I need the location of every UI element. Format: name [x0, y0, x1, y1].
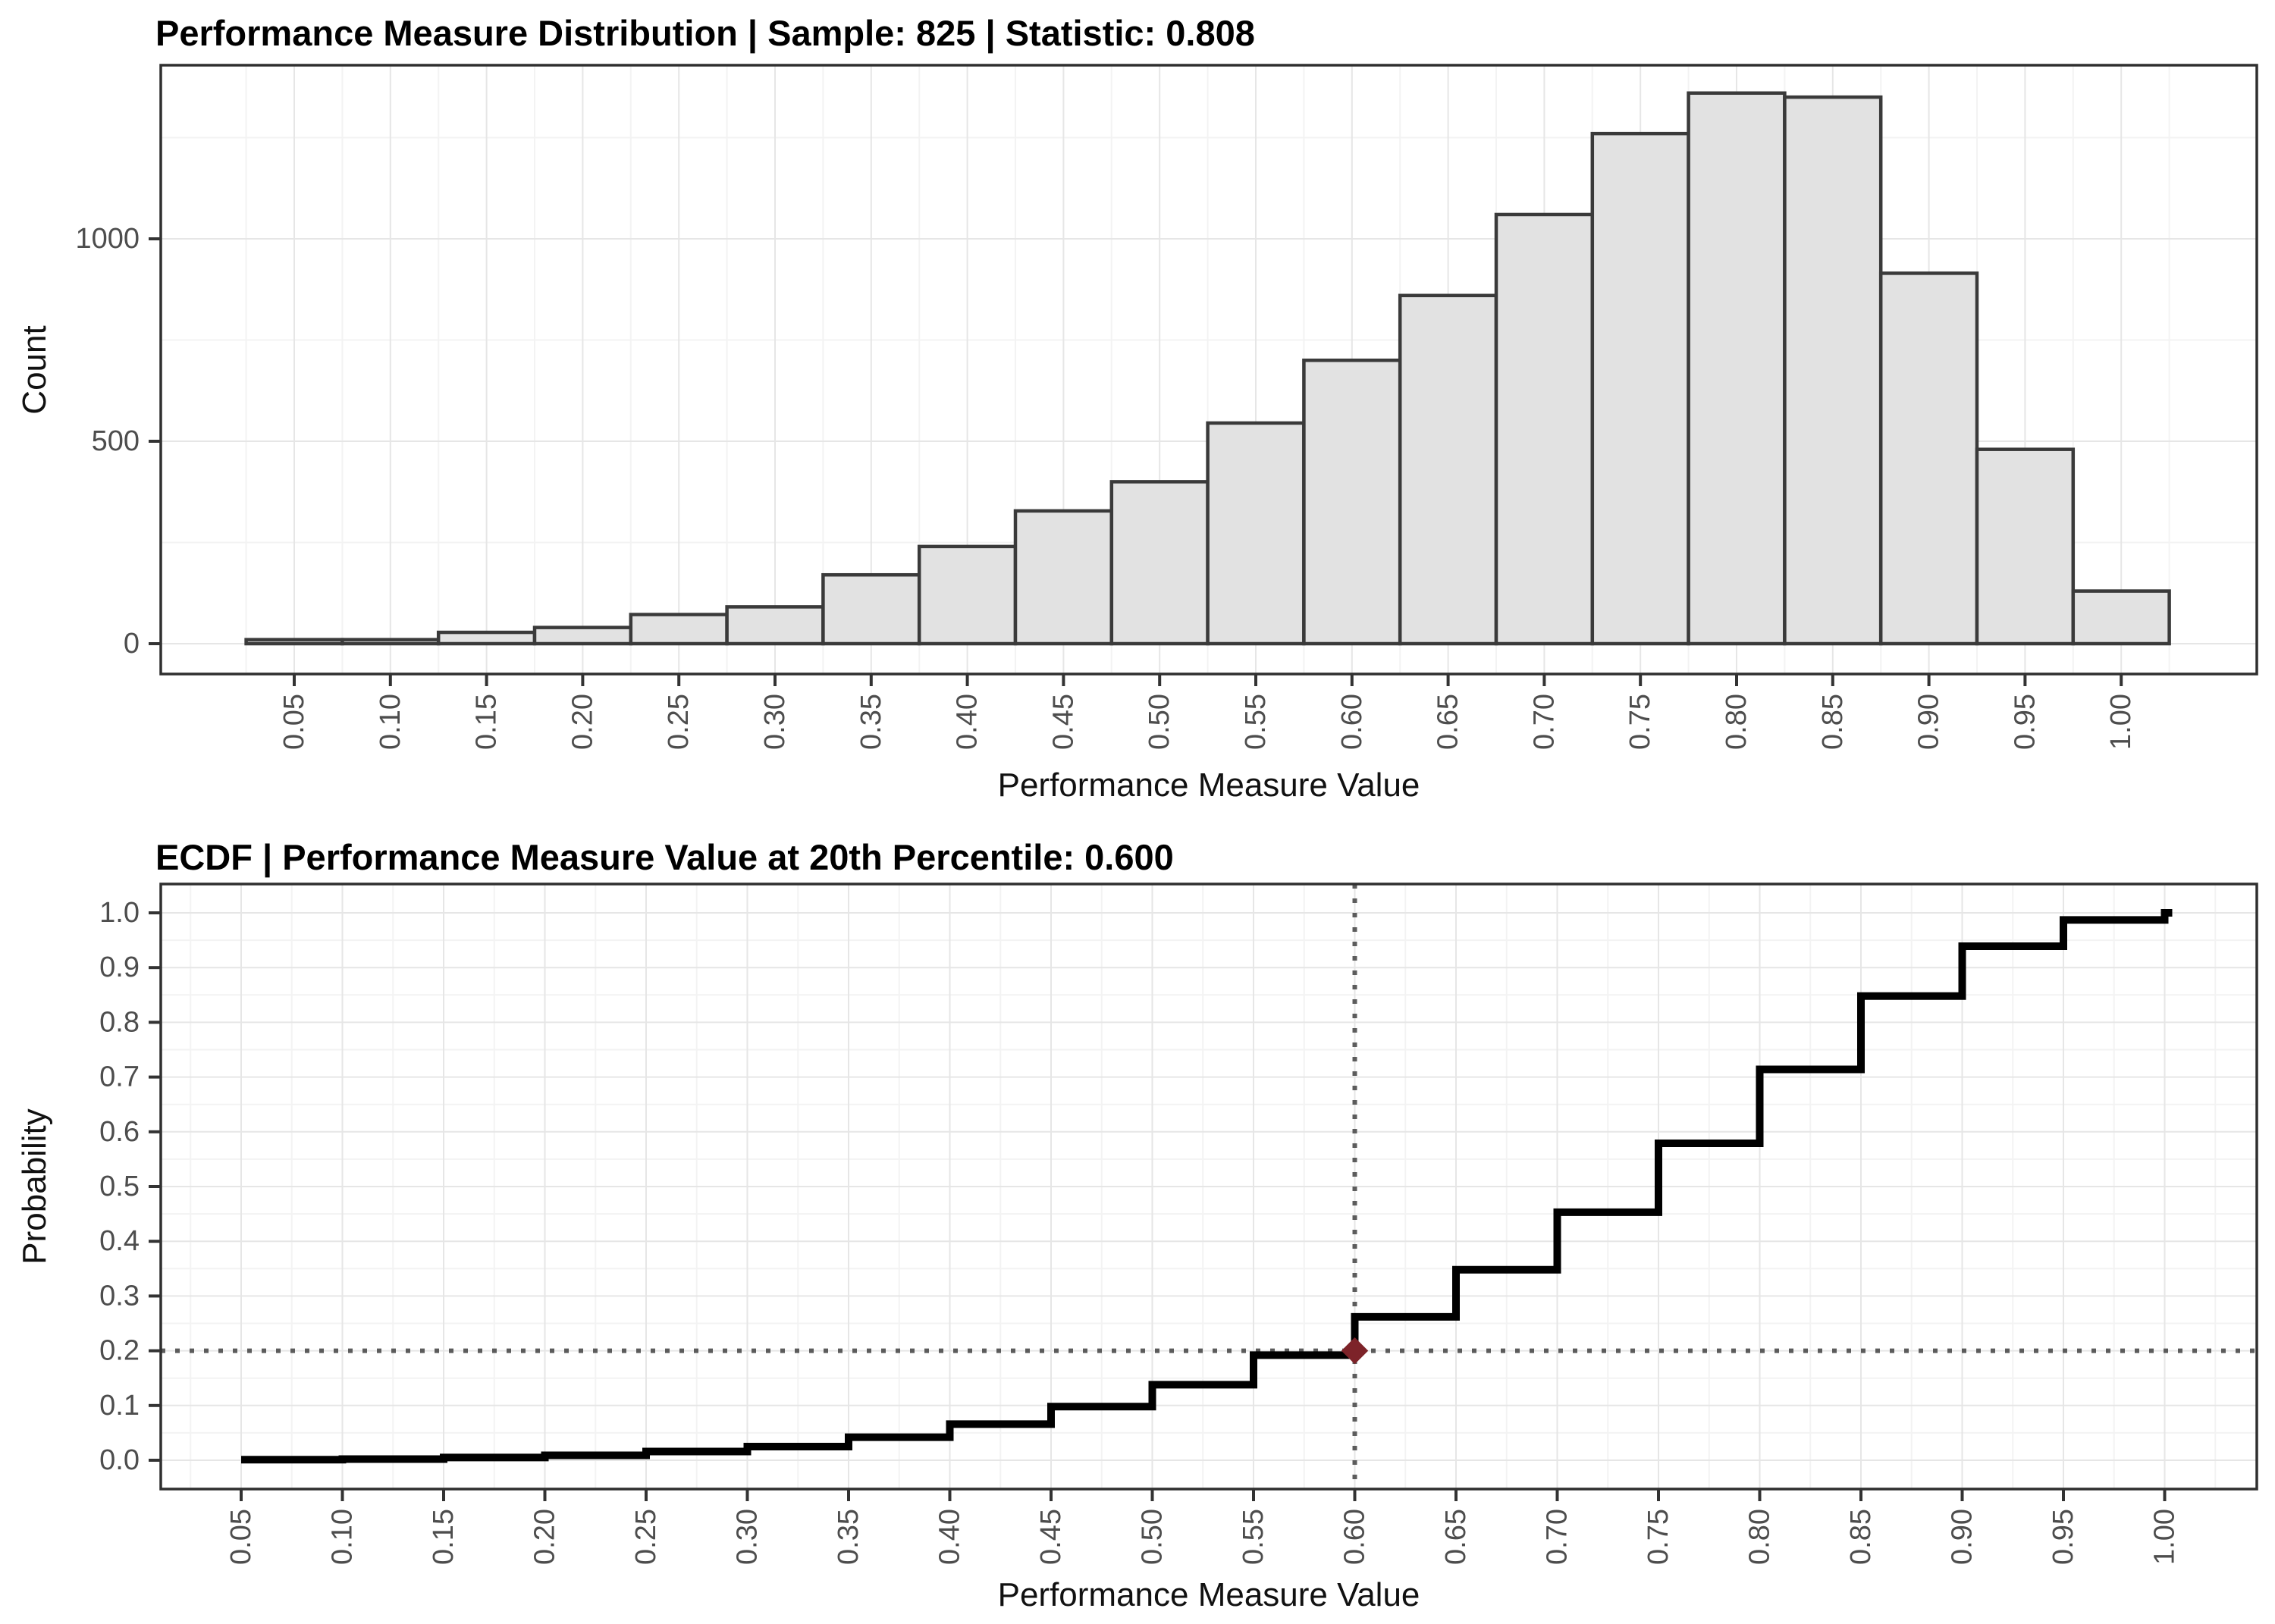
histogram-bars [244, 91, 2171, 646]
histogram-x-tick-label: 0.55 [1240, 694, 1272, 750]
histogram-x-tick-label: 0.35 [855, 694, 887, 750]
ecdf-x-tick-label: 0.75 [1643, 1509, 1674, 1565]
histogram-bar [1109, 480, 1210, 646]
histogram-bar [340, 638, 441, 646]
ecdf-y-tick-label: 0.6 [99, 1116, 140, 1148]
histogram-x-tick-label: 0.75 [1624, 694, 1656, 750]
histogram-y-tick-label: 0 [124, 628, 140, 660]
histogram-x-tick-label: 0.45 [1047, 694, 1079, 750]
histogram-x-tick-label: 0.70 [1528, 694, 1560, 750]
ecdf-y-tick-label: 0.1 [99, 1390, 140, 1422]
ecdf-plot: 0.05 0.10 0.15 0.20 0.25 0.30 0.35 0.40 0.45 0.50… [99, 883, 2258, 1565]
histogram-bar [917, 544, 1018, 646]
histogram-bar [1302, 358, 1402, 646]
histogram-bar [1975, 447, 2076, 646]
ecdf-axes: 0.05 0.10 0.15 0.20 0.25 0.30 0.35 0.40 0.45 0.50… [99, 897, 2180, 1565]
percentile-point-diamond [1341, 1337, 1369, 1365]
ecdf-y-tick-label: 0.3 [99, 1280, 140, 1312]
histogram-bar [1687, 91, 1787, 646]
histogram-plot: 0.05 0.10 0.15 0.20 0.25 0.30 0.35 0.40 0.45 0.50… [75, 64, 2258, 750]
ecdf-y-tick-label: 0.5 [99, 1171, 140, 1202]
ecdf-x-tick-label: 0.60 [1339, 1509, 1371, 1565]
histogram-title: Performance Measure Distribution | Sampl… [155, 13, 1255, 53]
ecdf-y-tick-label: 0.2 [99, 1335, 140, 1367]
histogram-bar [821, 572, 921, 646]
ecdf-x-tick-label: 0.65 [1440, 1509, 1472, 1565]
histogram-x-tick-label: 0.65 [1432, 694, 1464, 750]
histogram-x-tick-label: 0.85 [1817, 694, 1849, 750]
ecdf-y-tick-label: 0.7 [99, 1061, 140, 1093]
histogram-bar [244, 638, 344, 646]
ecdf-y-tick-label: 0.4 [99, 1225, 140, 1257]
histogram-axes: 0.05 0.10 0.15 0.20 0.25 0.30 0.35 0.40 0.45 0.50… [75, 223, 2137, 750]
histogram-bar [1878, 271, 1979, 646]
histogram-bar [725, 605, 825, 646]
histogram-x-tick-label: 0.15 [471, 694, 503, 750]
histogram-x-tick-label: 0.40 [952, 694, 984, 750]
ecdf-x-tick-label: 0.45 [1035, 1509, 1067, 1565]
ecdf-x-tick-label: 0.20 [529, 1509, 561, 1565]
histogram-bar [2071, 589, 2171, 646]
histogram-x-tick-label: 0.50 [1144, 694, 1175, 750]
ecdf-x-tick-label: 0.40 [934, 1509, 966, 1565]
ecdf-x-tick-label: 0.55 [1238, 1509, 1269, 1565]
histogram-x-tick-label: 0.90 [1913, 694, 1945, 750]
ecdf-x-tick-label: 0.50 [1137, 1509, 1169, 1565]
ecdf-x-tick-label: 0.95 [2048, 1509, 2079, 1565]
histogram-x-tick-label: 0.25 [663, 694, 695, 750]
ecdf-x-tick-label: 0.05 [225, 1509, 257, 1565]
histogram-bar [436, 630, 537, 646]
histogram-x-tick-label: 0.05 [278, 694, 310, 750]
ecdf-x-tick-label: 0.15 [428, 1509, 460, 1565]
ecdf-x-tick-label: 0.70 [1542, 1509, 1574, 1565]
histogram-x-tick-label: 0.20 [566, 694, 598, 750]
ecdf-x-axis-title: Performance Measure Value [997, 1576, 1420, 1613]
histogram-x-tick-label: 0.95 [2009, 694, 2041, 750]
histogram-y-tick-label: 500 [92, 425, 140, 457]
histogram-bar [1013, 509, 1114, 646]
histogram-bar [1494, 212, 1595, 646]
ecdf-y-tick-label: 1.0 [99, 897, 140, 929]
ecdf-step-line [241, 909, 2173, 1464]
histogram-bar [1783, 95, 1883, 646]
histogram-x-tick-label: 0.80 [1721, 694, 1753, 750]
ecdf-x-tick-label: 0.10 [327, 1509, 359, 1565]
ecdf-x-tick-label: 0.85 [1845, 1509, 1877, 1565]
ecdf-x-tick-label: 1.00 [2149, 1509, 2181, 1565]
histogram-bar [629, 613, 729, 646]
ecdf-x-tick-label: 0.90 [1947, 1509, 1978, 1565]
ecdf-y-tick-label: 0.8 [99, 1006, 140, 1038]
ecdf-x-tick-label: 0.25 [630, 1509, 662, 1565]
histogram-panel-border [159, 64, 2258, 676]
histogram-bar [1590, 131, 1690, 646]
ecdf-x-tick-label: 0.35 [833, 1509, 864, 1565]
histogram-x-tick-label: 0.60 [1336, 694, 1368, 750]
histogram-y-tick-label: 1000 [75, 223, 140, 255]
histogram-bar [532, 625, 633, 646]
histogram-x-tick-label: 0.10 [375, 694, 406, 750]
ecdf-x-tick-label: 0.80 [1744, 1509, 1776, 1565]
histogram-x-tick-label: 1.00 [2105, 694, 2137, 750]
ecdf-x-tick-label: 0.30 [732, 1509, 764, 1565]
ecdf-title: ECDF | Performance Measure Value at 20th… [155, 837, 1174, 877]
ecdf-gridlines [161, 884, 2257, 1489]
histogram-x-tick-label: 0.30 [759, 694, 791, 750]
histogram-bar [1206, 421, 1306, 646]
ecdf-y-tick-label: 0.0 [99, 1444, 140, 1476]
histogram-bar [1398, 293, 1498, 646]
ecdf-y-tick-label: 0.9 [99, 952, 140, 983]
histogram-x-axis-title: Performance Measure Value [997, 767, 1420, 804]
